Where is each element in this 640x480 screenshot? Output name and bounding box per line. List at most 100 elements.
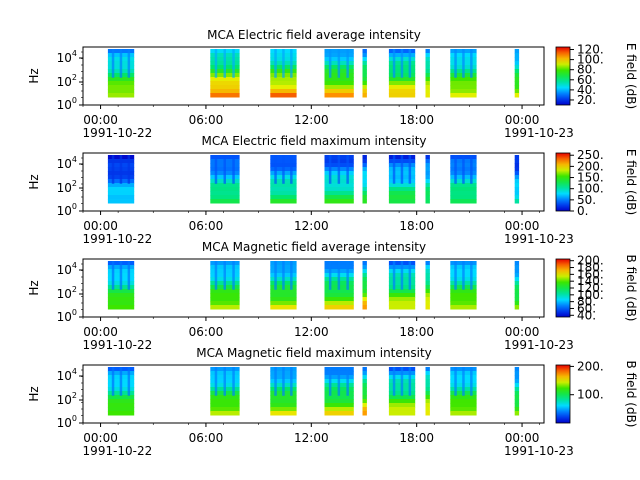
data-segment-7 bbox=[425, 261, 430, 310]
colorbar-tick-label: 60. bbox=[577, 301, 596, 315]
y-tick-label: 102 bbox=[57, 179, 77, 195]
data-segment-8 bbox=[450, 49, 477, 98]
colorbar-tick-label: 250. bbox=[577, 148, 604, 162]
data-segment-7 bbox=[425, 155, 430, 204]
x-tick-label: 00:00 bbox=[83, 219, 118, 233]
data-segment-2 bbox=[210, 49, 240, 98]
x-start-date: 1991-10-22 bbox=[83, 126, 153, 140]
plot-frame bbox=[82, 364, 545, 424]
colorbar-tick-label: 100. bbox=[577, 182, 604, 196]
data-segment-7 bbox=[425, 367, 430, 416]
colorbar-label: E field (dB) bbox=[624, 43, 638, 109]
data-segment-1 bbox=[107, 261, 135, 310]
colorbar-label: B field (dB) bbox=[624, 255, 638, 322]
colorbar-tick-label: 180. bbox=[577, 261, 604, 275]
x-end-date: 1991-10-23 bbox=[504, 232, 574, 246]
chart-title: MCA Electric field average intensity bbox=[207, 28, 421, 42]
chart-title: MCA Magnetic field maximum intensity bbox=[196, 346, 432, 360]
x-tick-label: 18:00 bbox=[399, 219, 434, 233]
data-segment-5 bbox=[362, 49, 367, 98]
data-segment-5 bbox=[362, 155, 367, 204]
chart-panel-2: MCA Electric field maximum intensity 104 1… bbox=[27, 134, 638, 246]
data-segment-5 bbox=[362, 367, 367, 416]
data-segment-6 bbox=[388, 49, 416, 98]
y-axis-label: Hz bbox=[27, 386, 41, 401]
x-tick-label: 18:00 bbox=[399, 431, 434, 445]
colorbar-tick-label: 80. bbox=[577, 63, 596, 77]
data-segment-9 bbox=[514, 367, 520, 416]
x-end-date: 1991-10-23 bbox=[504, 338, 574, 352]
data-segment-9 bbox=[514, 49, 520, 98]
x-end-date: 1991-10-23 bbox=[504, 126, 574, 140]
colorbar-tick-label: 0. bbox=[577, 204, 588, 218]
data-segment-6 bbox=[388, 155, 416, 204]
colorbar-tick-label: 120. bbox=[577, 43, 604, 57]
data-segment-2 bbox=[210, 155, 240, 204]
data-segment-3 bbox=[270, 367, 297, 416]
x-tick-label: 06:00 bbox=[189, 219, 224, 233]
data-segment-9 bbox=[514, 261, 520, 310]
x-tick-label: 00:00 bbox=[83, 431, 118, 445]
x-tick-label: 06:00 bbox=[189, 431, 224, 445]
y-tick-label: 104 bbox=[57, 49, 77, 65]
colorbar bbox=[555, 46, 571, 106]
data-segment-8 bbox=[450, 261, 477, 310]
colorbar-tick-label: 120. bbox=[577, 281, 604, 295]
data-segment-6 bbox=[388, 261, 416, 310]
y-tick-label: 102 bbox=[57, 73, 77, 89]
data-segment-3 bbox=[270, 155, 297, 204]
colorbar-tick-label: 100. bbox=[577, 288, 604, 302]
plot-frame bbox=[82, 46, 545, 106]
colorbar-tick-label: 50. bbox=[577, 193, 596, 207]
x-tick-label: 12:00 bbox=[294, 113, 329, 127]
data-segment-6 bbox=[388, 367, 416, 416]
colorbar-tick-label: 200. bbox=[577, 359, 604, 373]
colorbar-tick-label: 20. bbox=[577, 93, 596, 107]
y-tick-label: 102 bbox=[57, 285, 77, 301]
data-segment-2 bbox=[210, 261, 240, 310]
data-segment-8 bbox=[450, 367, 477, 416]
y-axis-label: Hz bbox=[27, 174, 41, 189]
x-tick-label: 00:00 bbox=[505, 431, 540, 445]
chart-panel-4: MCA Magnetic field maximum intensity 104 1… bbox=[27, 346, 638, 458]
data-segment-7 bbox=[425, 49, 430, 98]
y-tick-label: 102 bbox=[57, 391, 77, 407]
colorbar-tick-label: 40. bbox=[577, 308, 596, 322]
y-tick-label: 100 bbox=[57, 202, 77, 218]
colorbar-tick-label: 150. bbox=[577, 171, 604, 185]
data-segment-4 bbox=[324, 49, 354, 98]
data-segment-1 bbox=[107, 155, 135, 204]
plot-frame bbox=[82, 258, 545, 318]
y-tick-label: 104 bbox=[57, 261, 77, 277]
y-axis-label: Hz bbox=[27, 280, 41, 295]
colorbar bbox=[555, 258, 571, 318]
x-tick-label: 06:00 bbox=[189, 113, 224, 127]
colorbar-tick-label: 80. bbox=[577, 295, 596, 309]
x-start-date: 1991-10-22 bbox=[83, 444, 153, 458]
x-tick-label: 00:00 bbox=[505, 219, 540, 233]
x-start-date: 1991-10-22 bbox=[83, 338, 153, 352]
x-tick-label: 12:00 bbox=[294, 325, 329, 339]
x-tick-label: 18:00 bbox=[399, 113, 434, 127]
x-tick-label: 00:00 bbox=[83, 325, 118, 339]
x-start-date: 1991-10-22 bbox=[83, 232, 153, 246]
colorbar-tick-label: 100. bbox=[577, 53, 604, 67]
x-tick-label: 00:00 bbox=[83, 113, 118, 127]
colorbar-tick-label: 200. bbox=[577, 159, 604, 173]
chart-panel-1: MCA Electric field average intensity 104 1… bbox=[27, 28, 638, 140]
y-tick-label: 104 bbox=[57, 155, 77, 171]
data-segment-2 bbox=[210, 367, 240, 416]
y-tick-label: 100 bbox=[57, 96, 77, 112]
chart-title: MCA Electric field maximum intensity bbox=[201, 134, 426, 148]
chart-panel-3: MCA Magnetic field average intensity 104 1… bbox=[27, 240, 638, 352]
x-tick-label: 12:00 bbox=[294, 431, 329, 445]
data-segment-9 bbox=[514, 155, 520, 204]
colorbar-tick-label: 200. bbox=[577, 254, 604, 268]
plot-frame bbox=[82, 152, 545, 212]
data-segment-4 bbox=[324, 261, 354, 310]
data-segment-8 bbox=[450, 155, 477, 204]
colorbar bbox=[555, 364, 571, 424]
colorbar-tick-label: 60. bbox=[577, 73, 596, 87]
y-axis-label: Hz bbox=[27, 68, 41, 83]
